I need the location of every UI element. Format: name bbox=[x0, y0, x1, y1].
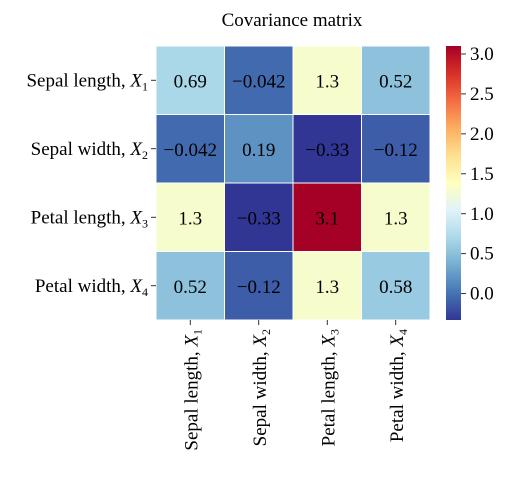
cell-annotation: −0.33 bbox=[305, 140, 349, 161]
column-labels: Sepal length, X1 Sepal width, X2 Petal len… bbox=[181, 320, 410, 451]
cell-annotation: 3.1 bbox=[315, 208, 339, 229]
colorbar-tick-label: 0.5 bbox=[470, 244, 494, 265]
heatmap-cell bbox=[361, 182, 431, 252]
colorbar-tick-label: 2.5 bbox=[470, 84, 494, 105]
cell-annotation: 1.3 bbox=[178, 208, 202, 229]
heatmap-cell bbox=[292, 45, 362, 115]
colorbar-tick-label: 2.0 bbox=[470, 124, 494, 145]
cell-annotation: −0.042 bbox=[232, 71, 285, 92]
colorbar: 0.0 0.5 1.0 1.5 2.0 2.5 3.0 bbox=[446, 44, 494, 320]
cell-annotation: −0.12 bbox=[237, 277, 281, 298]
column-label: Sepal width, X2 bbox=[250, 329, 273, 446]
cell-annotation: 0.52 bbox=[174, 277, 207, 298]
cell-annotation: 0.19 bbox=[242, 140, 275, 161]
heatmap-cell bbox=[224, 251, 294, 321]
cell-annotation: 0.52 bbox=[379, 71, 412, 92]
cell-annotation: −0.33 bbox=[237, 208, 281, 229]
colorbar-tick-label: 1.5 bbox=[470, 164, 494, 185]
cell-annotation: 0.58 bbox=[379, 277, 412, 298]
row-labels: Sepal length, X1 Sepal width, X2 Petal len… bbox=[26, 70, 156, 299]
column-label: Sepal length, X1 bbox=[181, 329, 204, 451]
heatmap-cells bbox=[155, 45, 431, 321]
row-label: Petal width, X4 bbox=[35, 276, 148, 299]
heatmap-cell bbox=[361, 114, 431, 184]
column-label: Petal length, X3 bbox=[318, 329, 341, 446]
heatmap-cell bbox=[155, 45, 225, 115]
heatmap-cell bbox=[224, 45, 294, 115]
heatmap-annotations: 0.69 −0.042 1.3 0.52 −0.042 0.19 −0.33 −0.12 1.3… bbox=[164, 71, 418, 298]
chart-title: Covariance matrix bbox=[222, 10, 363, 31]
cell-annotation: 1.3 bbox=[315, 277, 339, 298]
colorbar-tick-label: 0.0 bbox=[470, 284, 494, 305]
colorbar-gradient bbox=[446, 46, 461, 320]
column-label: Petal width, X4 bbox=[387, 329, 410, 442]
cell-annotation: 1.3 bbox=[384, 208, 408, 229]
row-label: Sepal length, X1 bbox=[26, 70, 148, 93]
row-label: Petal length, X3 bbox=[31, 207, 148, 230]
colorbar-tick-label: 3.0 bbox=[470, 44, 494, 65]
row-label: Sepal width, X2 bbox=[31, 139, 148, 162]
heatmap-cell bbox=[224, 114, 294, 184]
heatmap-cell bbox=[361, 45, 431, 115]
cell-annotation: 0.69 bbox=[174, 71, 207, 92]
colorbar-tick-label: 1.0 bbox=[470, 204, 494, 225]
cell-annotation: −0.042 bbox=[164, 140, 217, 161]
cell-annotation: 1.3 bbox=[315, 71, 339, 92]
cell-annotation: −0.12 bbox=[374, 140, 418, 161]
heatmap-cell bbox=[224, 182, 294, 252]
heatmap-cell bbox=[361, 251, 431, 321]
